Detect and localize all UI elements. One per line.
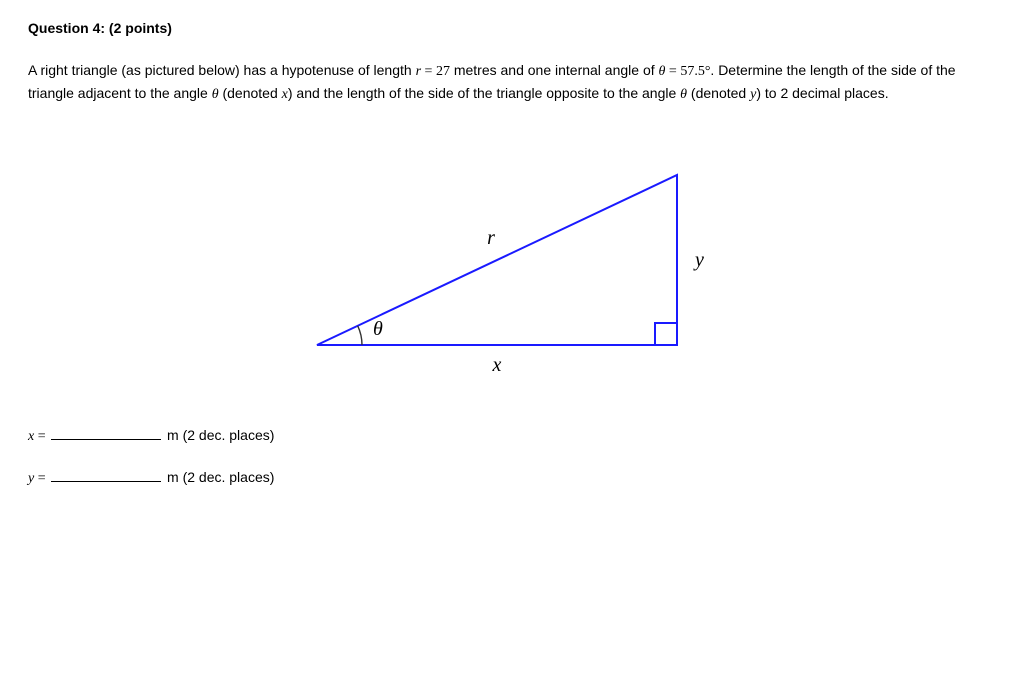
prompt-text: ) and the length of the side of the tria… [288, 85, 680, 101]
eq: = [665, 64, 680, 79]
answer-row-x: x = m (2 dec. places) [28, 425, 996, 445]
question-header: Question 4: (2 points) [28, 20, 996, 36]
header-prefix: Question [28, 20, 93, 36]
unit-suffix: m (2 dec. places) [163, 427, 274, 443]
question-prompt: A right triangle (as pictured below) has… [28, 60, 968, 105]
answer-row-y: y = m (2 dec. places) [28, 467, 996, 487]
equals: = [34, 429, 49, 444]
prompt-text: metres and one internal angle of [450, 62, 659, 78]
var-theta: θ [680, 87, 687, 102]
var-theta: θ [212, 87, 219, 102]
val-r: 27 [436, 64, 450, 79]
svg-text:y: y [693, 249, 704, 271]
figure-container: r y x θ [28, 145, 996, 375]
eq: = [421, 64, 436, 79]
answer-input-x[interactable] [51, 425, 161, 440]
val-theta: 57.5 [680, 64, 705, 79]
points-suffix: points) [121, 20, 172, 36]
equals: = [34, 471, 49, 486]
prompt-text: (denoted [687, 85, 750, 101]
points-prefix: : ( [100, 20, 113, 36]
prompt-text: (denoted [219, 85, 282, 101]
svg-text:θ: θ [373, 318, 383, 340]
question-page: Question 4: (2 points) A right triangle … [0, 0, 1024, 529]
prompt-text: ) to 2 decimal places. [756, 85, 888, 101]
answers-block: x = m (2 dec. places) y = m (2 dec. plac… [28, 425, 996, 487]
triangle-figure: r y x θ [297, 145, 727, 375]
answer-input-y[interactable] [51, 467, 161, 482]
svg-text:r: r [487, 227, 495, 249]
svg-text:x: x [492, 354, 502, 375]
prompt-text: A right triangle (as pictured below) has… [28, 62, 416, 78]
unit-suffix: m (2 dec. places) [163, 469, 274, 485]
